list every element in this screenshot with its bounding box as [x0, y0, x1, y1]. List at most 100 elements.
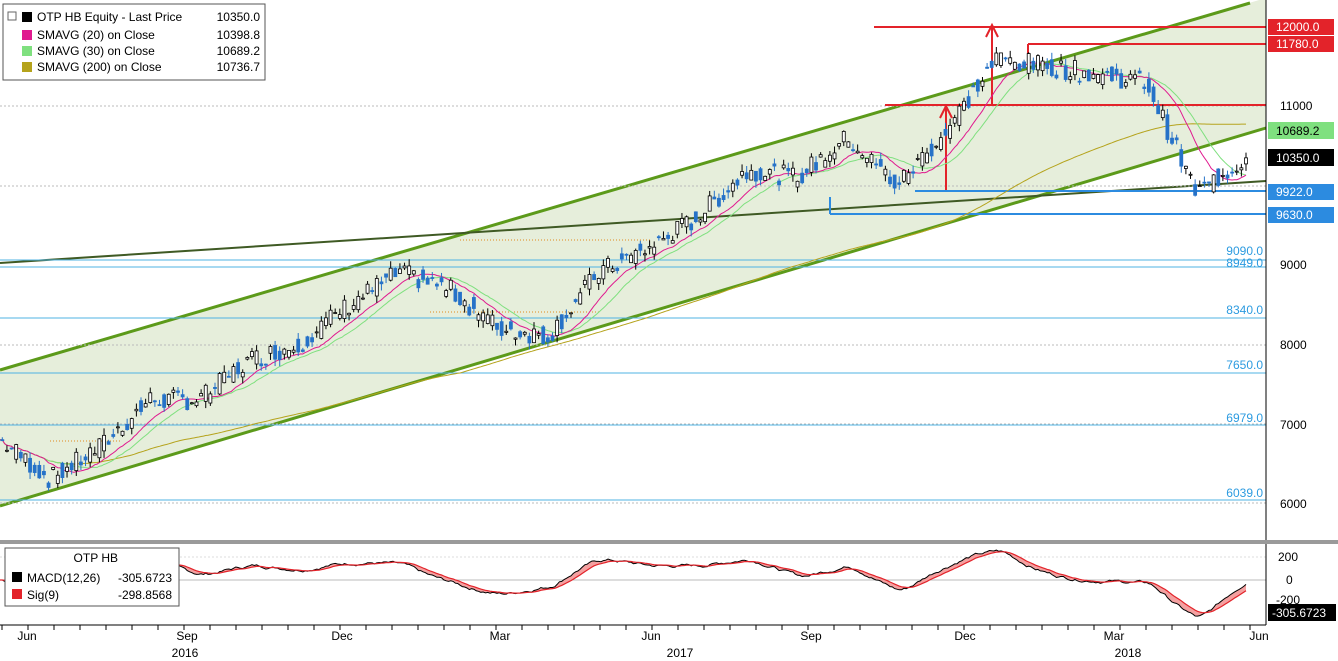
candle-body: [550, 335, 555, 341]
candle-body: [287, 349, 291, 358]
candle-body: [888, 176, 892, 185]
candle-body: [1174, 137, 1179, 141]
candle-body: [1142, 86, 1147, 89]
candle-body: [929, 143, 934, 157]
candle-body: [864, 157, 869, 163]
candle-body: [800, 172, 805, 184]
candle-body: [985, 66, 989, 69]
candle-body: [180, 394, 185, 398]
candle-body: [185, 398, 190, 411]
candle-body: [874, 163, 879, 166]
candle-body: [911, 171, 916, 174]
x-month-label: Sep: [800, 629, 822, 643]
panel-divider[interactable]: [0, 540, 1338, 544]
candle-body: [754, 170, 758, 182]
candle-body: [1239, 167, 1244, 171]
candle-body: [314, 331, 319, 334]
legend-box: [2, 3, 266, 81]
candle-body: [545, 337, 550, 343]
price-tag-label: 9630.0: [1276, 208, 1313, 222]
legend-label: SMAVG (20) on Close: [37, 28, 155, 42]
candle-body: [1193, 184, 1198, 196]
y-tick-label: 8000: [1280, 338, 1307, 352]
candle-body: [319, 320, 324, 339]
candle-body: [1151, 86, 1156, 102]
candle-body: [1045, 62, 1050, 69]
legend-collapse-icon[interactable]: [7, 11, 17, 21]
legend-label: MACD(12,26): [27, 571, 100, 585]
x-month-label: Dec: [331, 629, 352, 643]
candle-body: [143, 403, 148, 408]
candle-body: [421, 269, 425, 280]
candle-body: [226, 375, 231, 378]
candle-body: [157, 404, 162, 407]
candle-body: [1100, 73, 1105, 85]
candle-body: [1165, 114, 1170, 140]
candle-body: [79, 461, 83, 466]
candle-body: [643, 253, 647, 256]
x-year-label: 2016: [172, 646, 199, 660]
candle-body: [846, 141, 851, 148]
candle-body: [439, 277, 444, 283]
candle-body: [504, 330, 509, 333]
candle-body: [1105, 70, 1110, 73]
candle-body: [171, 389, 176, 393]
candle-body: [28, 457, 32, 473]
macd-last-tag-label: -305.6723: [1272, 606, 1326, 620]
legend-value: 10350.0: [217, 10, 261, 24]
candle-body: [712, 196, 717, 200]
candle-body: [735, 179, 740, 186]
candle-body: [217, 373, 222, 395]
legend-swatch: [22, 30, 32, 40]
legend-swatch: [12, 572, 22, 582]
legend-value: 10736.7: [217, 60, 261, 74]
candle-body: [111, 434, 116, 437]
candle-body: [23, 453, 28, 463]
candle-body: [245, 357, 250, 360]
candle-body: [296, 338, 301, 353]
candle-body: [60, 462, 65, 478]
level-label: 6039.0: [1226, 486, 1263, 500]
candle-body: [795, 180, 800, 188]
candle-body: [1096, 74, 1100, 83]
candle-body: [703, 212, 707, 223]
candle-body: [624, 253, 629, 256]
candle-body: [430, 277, 435, 279]
candle-body: [980, 80, 985, 87]
candle-body: [259, 363, 264, 367]
candle-body: [1077, 80, 1082, 83]
candle-body: [767, 169, 772, 175]
candle-body: [398, 268, 402, 274]
candle-body: [1008, 57, 1013, 64]
candle-body: [1207, 181, 1211, 184]
candle-body: [555, 319, 560, 336]
candle-body: [481, 312, 486, 322]
candle-body: [250, 351, 254, 358]
candle-body: [1179, 149, 1184, 167]
candle-body: [661, 238, 666, 241]
x-month-label: Sep: [176, 629, 198, 643]
candle-body: [379, 281, 384, 285]
candle-body: [1220, 175, 1225, 177]
candle-body: [310, 337, 314, 343]
candle-body: [1073, 60, 1077, 76]
legend-value: 10398.8: [217, 28, 261, 42]
price-tag: [1268, 36, 1334, 52]
candle-body: [1244, 157, 1248, 165]
price-tag-label: 10689.2: [1276, 124, 1320, 138]
price-tag-label: 11780.0: [1276, 37, 1319, 51]
candle-body: [499, 321, 504, 336]
candle-body: [467, 306, 472, 316]
candle-body: [693, 211, 698, 223]
candle-body: [606, 258, 610, 268]
candle-body: [892, 174, 897, 189]
candle-body: [814, 162, 818, 171]
candle-body: [1183, 165, 1188, 169]
candle-body: [374, 278, 379, 297]
candle-body: [291, 349, 296, 353]
candle-body: [596, 278, 601, 284]
candle-body: [522, 331, 527, 335]
candle-body: [97, 438, 102, 459]
candle-body: [351, 305, 356, 310]
candle-body: [490, 314, 495, 327]
